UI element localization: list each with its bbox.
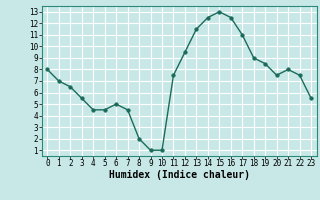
X-axis label: Humidex (Indice chaleur): Humidex (Indice chaleur) (109, 170, 250, 180)
